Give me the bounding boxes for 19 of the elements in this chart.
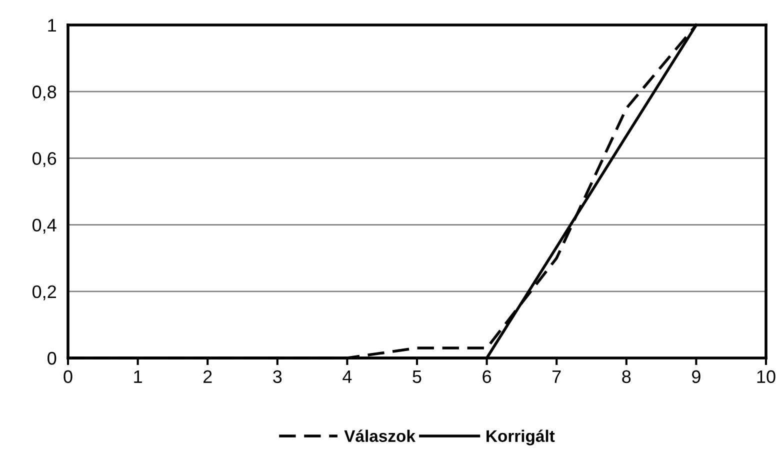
- y-tick-label: 0,2: [32, 285, 56, 300]
- legend-label: Válaszok: [344, 430, 416, 442]
- x-tick-label: 0: [64, 370, 72, 384]
- x-tick-label: 10: [757, 370, 776, 384]
- x-tick-label: 7: [552, 370, 561, 383]
- y-tick-label: 0,4: [32, 218, 56, 234]
- x-tick-label: 3: [273, 370, 282, 384]
- x-tick-label: 6: [482, 370, 492, 384]
- y-tick-label: 1: [48, 19, 56, 32]
- y-tick-label: 0: [48, 352, 56, 365]
- y-tick-label: 0,8: [32, 86, 56, 100]
- x-tick-label: 8: [622, 370, 631, 384]
- x-tick-label: 1: [134, 370, 142, 383]
- x-tick-label: 9: [692, 370, 700, 384]
- x-tick-label: 2: [203, 370, 212, 383]
- x-tick-label: 4: [342, 370, 352, 383]
- y-tick-label: 0,6: [32, 152, 56, 168]
- x-tick-label: 5: [412, 370, 422, 384]
- legend-label: Korrigált: [486, 430, 555, 446]
